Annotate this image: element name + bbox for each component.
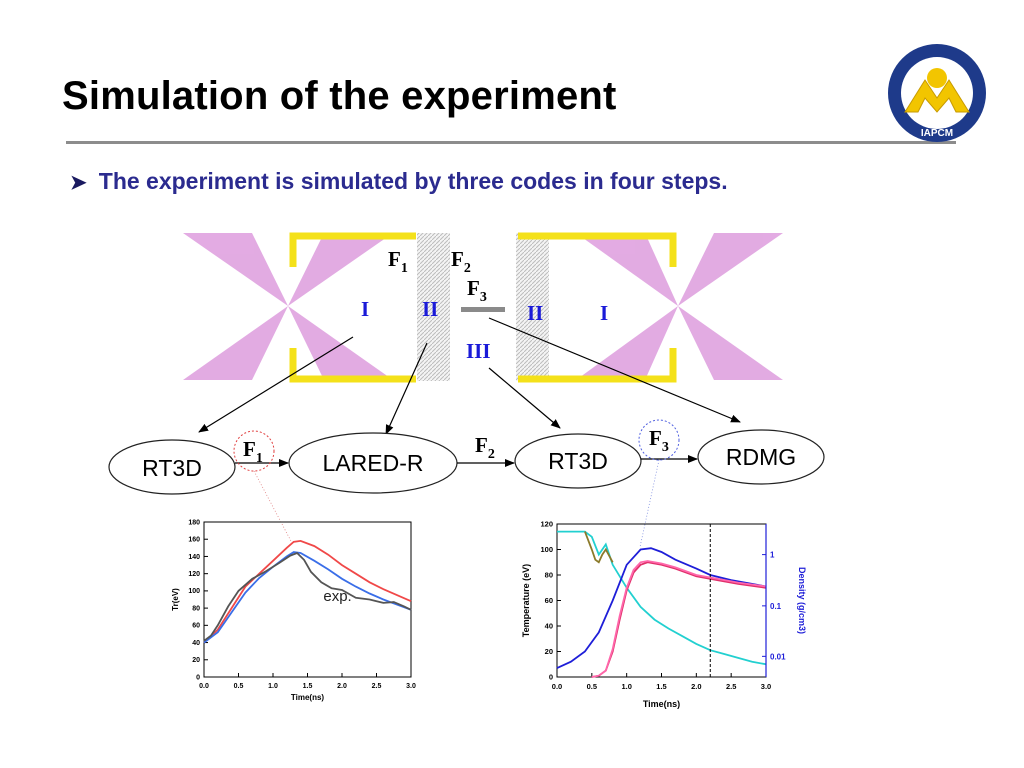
institute-logo: IAPCM — [888, 44, 986, 142]
x-tick-label: 1.5 — [656, 682, 666, 691]
y-tick-label: 140 — [188, 554, 200, 561]
x-axis-label: Time(ns) — [291, 693, 325, 702]
f3-highlight-circle — [638, 419, 680, 461]
node-rt3d-2-label: RT3D — [548, 448, 608, 474]
edge-label-f3: F3 — [649, 426, 669, 455]
logo-text: IAPCM — [921, 128, 953, 139]
y-tick-label: 80 — [545, 571, 553, 580]
x-tick-label: 2.0 — [337, 683, 347, 690]
f1-connector — [253, 470, 293, 544]
y-tick-label: 20 — [192, 657, 200, 664]
logo-mountain-icon — [904, 79, 970, 113]
plot-frame — [203, 521, 412, 678]
region-center-iii: III — [466, 339, 491, 363]
annotation-exp: exp. — [323, 588, 351, 605]
y2-tick-label: 0.1 — [770, 602, 782, 611]
right-wall-region — [516, 233, 549, 381]
series-line-4 — [591, 560, 767, 678]
x-tick-label: 0.0 — [552, 682, 562, 691]
label-f2: F2 — [451, 247, 471, 276]
x-tick-label: 2.0 — [691, 682, 701, 691]
label-f3: F3 — [467, 276, 487, 305]
title-divider — [66, 141, 956, 144]
series-line-2 — [556, 547, 767, 669]
x-tick-label: 3.0 — [761, 682, 771, 691]
y2-tick-label: 0.01 — [770, 652, 786, 661]
y2-tick-label: 1 — [770, 551, 775, 560]
x-tick-label: 0.5 — [234, 683, 244, 690]
series-line-0 — [203, 539, 412, 644]
node-rt3d-1 — [108, 439, 236, 495]
y-tick-label: 40 — [545, 622, 553, 631]
region-left-i: I — [361, 297, 369, 321]
f1-highlight-circle — [233, 430, 275, 472]
region-right-ii: II — [527, 301, 543, 325]
node-rt3d-1-label: RT3D — [142, 455, 202, 481]
plot-frame — [556, 523, 767, 678]
y-axis-label: Temperature (eV) — [521, 564, 531, 637]
hohlraum-left — [289, 232, 416, 383]
slide-title: Simulation of the experiment — [62, 74, 617, 118]
edge-label-f1: F1 — [243, 437, 263, 466]
node-rdmg-label: RDMG — [726, 444, 796, 470]
y-tick-label: 60 — [192, 623, 200, 630]
region-left-ii: II — [422, 297, 438, 321]
x-axis-label: Time(ns) — [643, 699, 680, 709]
y-tick-label: 20 — [545, 647, 553, 656]
series-line-1 — [584, 531, 614, 564]
x-tick-label: 0.5 — [587, 682, 597, 691]
f3-connector — [639, 459, 660, 548]
sample-f3-bar — [461, 307, 505, 312]
hohlraum-right — [518, 232, 677, 383]
logo-sun-icon — [927, 68, 947, 88]
chart-tr-vs-time: 0.0 0.5 1.0 1.5 2.0 2.5 3.0 0 20 40 60 80 100 120 140 1… — [171, 519, 416, 702]
y-tick-label: 0 — [196, 674, 200, 681]
y-tick-label: 40 — [192, 640, 200, 647]
series-line-0 — [557, 530, 767, 666]
arrowhead-bullet-icon: ➤ — [70, 172, 87, 194]
y-tick-label: 160 — [188, 537, 200, 544]
bullet-text: ➤ The experiment is simulated by three co… — [70, 168, 728, 195]
y-tick-label: 120 — [540, 520, 553, 529]
series-line-2 — [203, 551, 412, 642]
node-lared-r-label: LARED-R — [323, 450, 424, 476]
bullet-label: The experiment is simulated by three cod… — [98, 168, 728, 194]
series-line-1 — [203, 551, 412, 644]
arrow-f3-to-rdmg — [488, 317, 741, 423]
x-tick-label: 1.5 — [303, 683, 313, 690]
y-axis-label: Tr(eV) — [171, 588, 180, 611]
x-tick-label: 0.0 — [199, 683, 209, 690]
x-tick-label: 2.5 — [372, 683, 382, 690]
y-tick-label: 80 — [192, 605, 200, 612]
y-tick-label: 100 — [540, 545, 553, 554]
arrow-iii-to-rt3d — [488, 367, 561, 429]
node-rt3d-2 — [514, 433, 642, 489]
y-tick-label: 60 — [545, 596, 553, 605]
y-tick-label: 120 — [188, 571, 200, 578]
arrow-ii-to-lared — [385, 342, 428, 435]
y-tick-label: 180 — [188, 519, 200, 526]
edge-label-f2: F2 — [475, 433, 495, 462]
laser-beams — [183, 233, 783, 380]
region-right-i: I — [600, 301, 608, 325]
left-wall-region — [417, 233, 450, 381]
y-tick-label: 100 — [188, 588, 200, 595]
arrow-i-to-rt3d — [198, 336, 354, 433]
node-rdmg — [697, 429, 825, 485]
x-tick-label: 2.5 — [726, 682, 736, 691]
x-tick-label: 3.0 — [406, 683, 416, 690]
y2-axis-label: Density (g/cm3) — [797, 567, 807, 634]
logo-inner — [901, 57, 973, 129]
series-line-3 — [591, 561, 767, 678]
label-f1: F1 — [388, 247, 408, 276]
y-tick-label: 0 — [549, 673, 553, 682]
x-tick-label: 1.0 — [621, 682, 631, 691]
x-tick-label: 1.0 — [268, 683, 278, 690]
chart-temperature-density: 0.0 0.5 1.0 1.5 2.0 2.5 3.0 0 20 40 60 80 100 120 Time… — [521, 520, 807, 710]
